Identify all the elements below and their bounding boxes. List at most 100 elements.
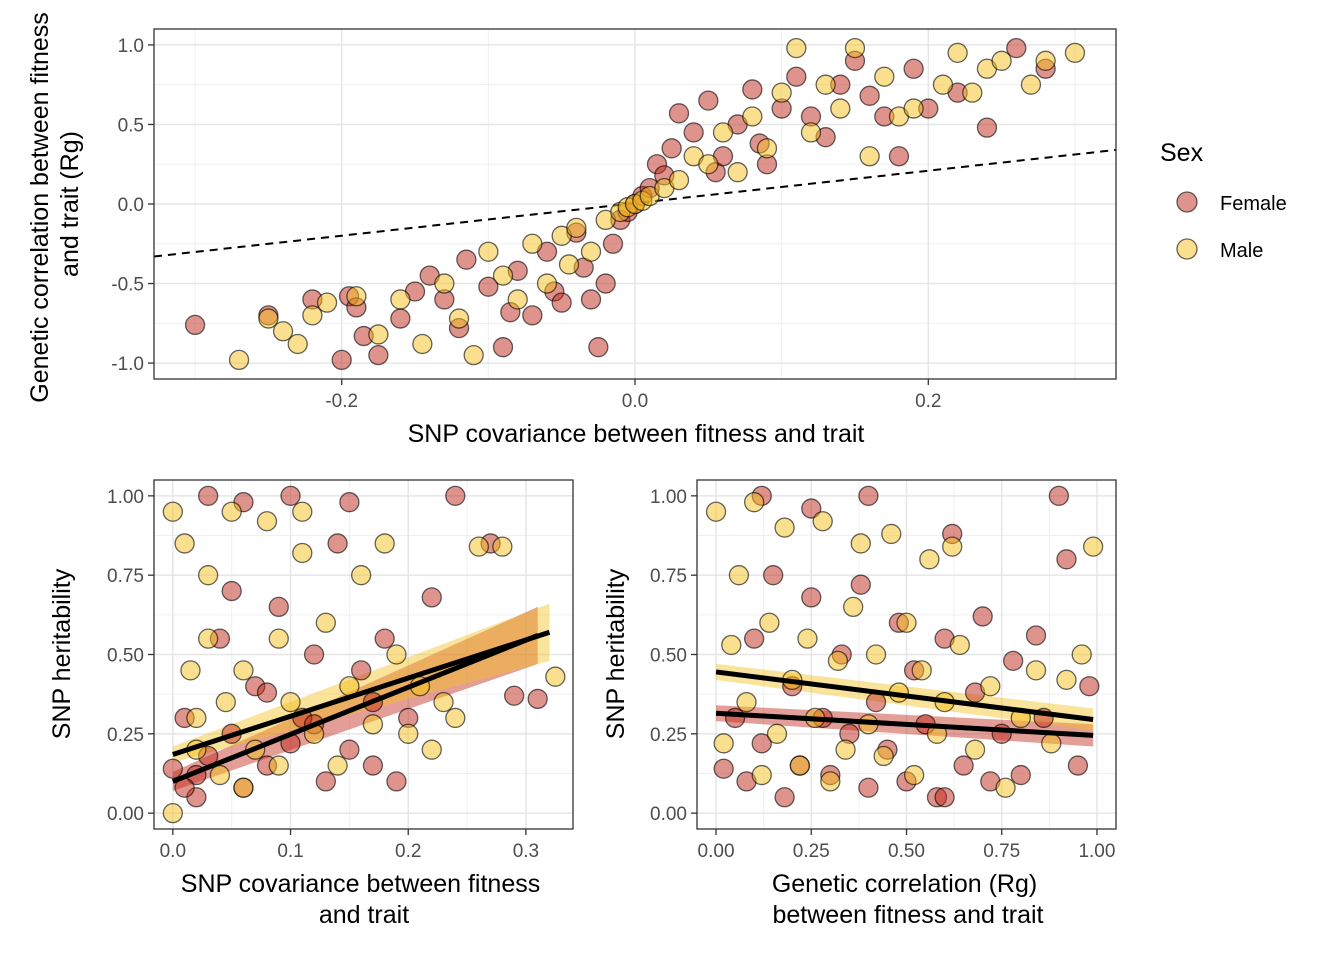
point-male bbox=[815, 74, 836, 95]
point-female bbox=[972, 606, 993, 627]
point-female bbox=[602, 233, 624, 254]
x-axis-title-bottom-left-line-1: SNP covariance between fitness bbox=[181, 870, 540, 898]
point-female bbox=[743, 628, 765, 649]
point-male bbox=[209, 764, 231, 786]
y-tick-label: 0.0 bbox=[118, 195, 144, 216]
point-male bbox=[911, 660, 932, 681]
point-male bbox=[316, 292, 338, 313]
point-male bbox=[580, 241, 602, 262]
point-male bbox=[751, 764, 772, 786]
point-male bbox=[800, 122, 822, 143]
point-male bbox=[280, 691, 301, 713]
point-male bbox=[468, 536, 489, 557]
point-male bbox=[302, 305, 323, 326]
point-female bbox=[1067, 755, 1089, 776]
panel-bottom-left: 0.0 0.1 0.2 0.3 0.00 0.25 0.50 0.75 1.00 SNP cov… bbox=[48, 479, 574, 929]
point-female bbox=[303, 644, 325, 665]
point-male bbox=[721, 634, 742, 656]
x-tick-label: 1.00 bbox=[1078, 841, 1115, 862]
point-female bbox=[256, 682, 278, 703]
y-tick-label: 0.00 bbox=[107, 804, 144, 825]
point-female bbox=[742, 79, 763, 100]
point-male bbox=[433, 691, 454, 713]
point-female bbox=[1025, 625, 1047, 646]
panel-bottom-right: 0.00 0.25 0.50 0.75 1.00 0.00 0.25 0.50 0.75 1.00… bbox=[602, 479, 1117, 929]
point-male bbox=[522, 233, 543, 254]
point-female bbox=[197, 485, 219, 507]
x-axis-title-bottom-left: SNP covariance between fitness and trait bbox=[181, 870, 547, 929]
x-axis-title-top: SNP covariance between fitness and trait bbox=[408, 420, 865, 448]
panel-top: -0.2 0.0 0.2 -1.0 -0.5 0.0 0.5 1.0 SNP covarian… bbox=[26, 5, 1117, 448]
point-male bbox=[492, 265, 514, 286]
point-male bbox=[292, 542, 313, 564]
point-male bbox=[812, 511, 833, 532]
point-female bbox=[588, 337, 609, 358]
point-male bbox=[698, 154, 719, 175]
point-male bbox=[197, 628, 219, 649]
x-tick-label: -0.2 bbox=[325, 391, 358, 412]
point-male bbox=[727, 162, 748, 183]
y-tick-label: 0.75 bbox=[650, 566, 687, 587]
point-female bbox=[859, 85, 880, 106]
point-male bbox=[386, 644, 407, 665]
point-male bbox=[287, 333, 308, 355]
point-female bbox=[421, 587, 442, 608]
y-axis-title-top-line-2: and trait (Rg) bbox=[56, 131, 84, 277]
x-tick-label: 0.1 bbox=[277, 841, 303, 862]
point-male bbox=[258, 308, 279, 329]
point-female bbox=[774, 787, 795, 808]
point-female bbox=[801, 498, 822, 519]
point-female bbox=[976, 117, 998, 138]
point-female bbox=[1048, 485, 1070, 507]
point-male bbox=[346, 286, 367, 307]
y-tick-label: -0.5 bbox=[111, 275, 144, 296]
point-male bbox=[766, 723, 788, 744]
x-tick-label: 0.25 bbox=[793, 841, 830, 862]
point-male bbox=[742, 106, 763, 127]
x-axis-title-bottom-left-line-2: and trait bbox=[319, 901, 409, 929]
point-male bbox=[362, 714, 384, 735]
point-male bbox=[786, 37, 807, 59]
point-male bbox=[162, 501, 183, 522]
point-male bbox=[820, 771, 841, 792]
point-male bbox=[228, 349, 250, 371]
point-male bbox=[789, 755, 810, 776]
point-male bbox=[327, 755, 348, 776]
point-male bbox=[398, 723, 419, 744]
x-axis-title-bottom-right: Genetic correlation (Rg) between fitness… bbox=[772, 870, 1044, 929]
point-male bbox=[728, 565, 750, 586]
point-male bbox=[268, 628, 289, 649]
point-female bbox=[595, 273, 616, 294]
point-male bbox=[980, 676, 1001, 697]
point-male bbox=[844, 37, 866, 59]
legend-label-male: Male bbox=[1220, 240, 1263, 262]
x-tick-label: 0.50 bbox=[888, 841, 925, 862]
point-male bbox=[492, 536, 513, 557]
point-female bbox=[386, 771, 407, 792]
point-female bbox=[683, 122, 704, 143]
point-male bbox=[859, 146, 880, 167]
point-female bbox=[374, 628, 395, 649]
point-female bbox=[858, 485, 879, 507]
y-axis-title-top: Genetic correlation between fitness and … bbox=[26, 5, 84, 402]
point-female bbox=[527, 688, 548, 710]
point-male bbox=[390, 289, 411, 310]
fit-line-male bbox=[172, 629, 551, 757]
point-female bbox=[953, 755, 974, 776]
point-female bbox=[362, 755, 384, 776]
point-female bbox=[331, 349, 352, 371]
point-male bbox=[374, 533, 395, 554]
point-male bbox=[736, 691, 757, 713]
point-female bbox=[1003, 650, 1024, 671]
point-male bbox=[368, 324, 389, 345]
point-female bbox=[522, 305, 543, 326]
point-male bbox=[896, 612, 917, 633]
point-female bbox=[661, 138, 682, 159]
point-female bbox=[504, 685, 525, 706]
point-female bbox=[350, 660, 372, 681]
point-male bbox=[756, 138, 778, 159]
point-male bbox=[1041, 733, 1062, 754]
point-male bbox=[830, 98, 851, 119]
point-male bbox=[268, 755, 289, 776]
point-male bbox=[835, 739, 856, 760]
